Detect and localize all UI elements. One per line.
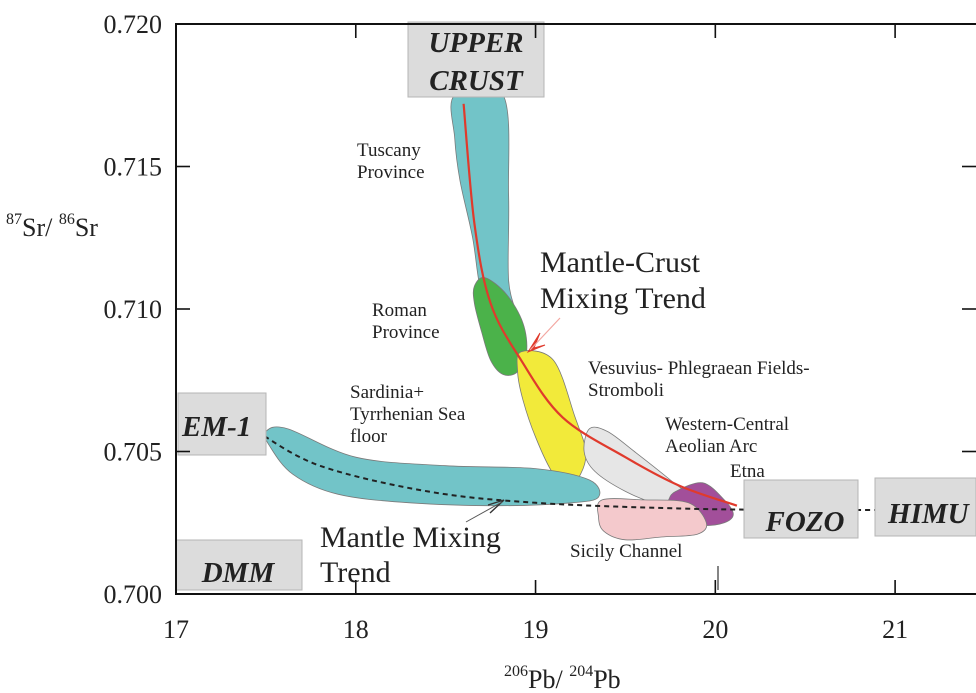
end-member-label-line: DMM [201,557,276,589]
field-label-line: Tuscany [357,140,421,161]
end-member-box-upper-crust [407,21,545,98]
field-label-line: Tyrrhenian Sea [350,404,466,425]
field-label-sicily-channel: Sicily Channel [570,541,682,562]
end-member-label-dmm: DMM [201,557,276,589]
field-label-line: Roman [372,300,427,321]
end-member-label-line: HIMU [887,498,971,530]
field-label-line: Western-Central [665,414,789,435]
field-label-line: Vesuvius- Phlegraean Fields- [588,358,810,379]
trend-line-mantle-crust-mixing-trend [462,103,738,507]
trend-label-line: Mantle-Crust [540,246,701,279]
y-axis-title-base1: Sr/ [22,213,59,242]
field-label-line: Sardinia+ [350,382,424,403]
x-tick-label-19: 19 [523,615,549,644]
x-axis-title-sup2: 204 [569,663,593,680]
y-tick-label-0.700: 0.700 [104,580,163,609]
axes-layer: 17 18 19 20 210.7000.7050.7100.7150.720206Pb… [6,10,976,693]
field-label-etna: Etna [730,461,765,482]
field-label-tuscany-province: Tuscany Province [357,140,425,183]
end-member-box-fozo [743,479,859,539]
end-member-label-line: UPPER [428,27,523,59]
y-axis-title-sup2: 86 [59,211,75,228]
field-label-roman-province: Roman Province [372,300,440,343]
end-member-layer [175,21,976,591]
x-tick-label-18: 18 [343,615,369,644]
field-label-line: Province [357,162,425,183]
y-tick-label-0.715: 0.715 [104,153,163,182]
trend-arrowhead-mantle [487,499,505,514]
trend-label-line: Mixing Trend [540,282,706,315]
field-label-line: Stromboli [588,380,664,401]
y-axis-title: 87Sr/ 86Sr [6,211,98,242]
end-member-box-dmm [175,539,303,591]
trend-pointer-mantle [465,501,503,523]
end-member-label-em-1: EM-1 [181,411,251,443]
x-tick-label-21: 21 [882,615,908,644]
y-tick-label-0.705: 0.705 [104,438,163,467]
field-label-western-central-aeolian-arc: Western-Central Aeolian Arc [665,414,789,457]
trend-label-mantle-mixing-trend: Mantle Mixing Trend [320,521,501,589]
x-axis-title-sup1: 206 [504,663,528,680]
trend-label-line: Trend [320,556,391,589]
field-label-sardinia-tyrrhenian-sea-floor: Sardinia+ Tyrrhenian Sea floor [350,382,466,447]
field-label-line: Etna [730,461,765,482]
x-axis-title: 206Pb/ 204Pb [504,663,621,693]
field-sardinia-tyrrhenian-sea-floor [264,426,601,507]
end-member-label-upper-crust: UPPER CRUST [428,27,524,97]
end-member-label-fozo: FOZO [765,506,845,538]
y-tick-label-0.720: 0.720 [104,10,163,39]
end-member-box-himu [874,477,976,537]
y-axis-title-base2: Sr [75,213,98,242]
field-label-line: Aeolian Arc [665,436,757,457]
field-sicily-channel [596,498,708,541]
field-label-line: Sicily Channel [570,541,682,562]
x-tick-label-17: 17 [163,615,189,644]
y-axis-title-sup1: 87 [6,211,22,228]
field-label-line: floor [350,426,388,447]
field-label-vesuvius-phlegraean-fields-stromboli: Vesuvius- Phlegraean Fields-Stromboli [588,358,810,401]
field-label-line: Province [372,322,440,343]
y-tick-label-0.710: 0.710 [104,295,163,324]
end-member-label-line: EM-1 [181,411,251,443]
end-member-label-himu: HIMU [887,498,971,530]
trend-pointer-mantle-crust [529,317,561,351]
trend-label-mantle-crust-mixing-trend: Mantle-Crust Mixing Trend [540,246,706,315]
x-axis-title-base1: Pb/ [528,665,569,693]
end-member-label-line: CRUST [429,65,524,97]
end-member-box-em-1 [177,392,267,456]
trend-label-line: Mantle Mixing [320,521,501,554]
x-tick-label-20: 20 [702,615,728,644]
x-axis-title-base2: Pb [593,665,620,693]
end-member-label-line: FOZO [765,506,845,538]
